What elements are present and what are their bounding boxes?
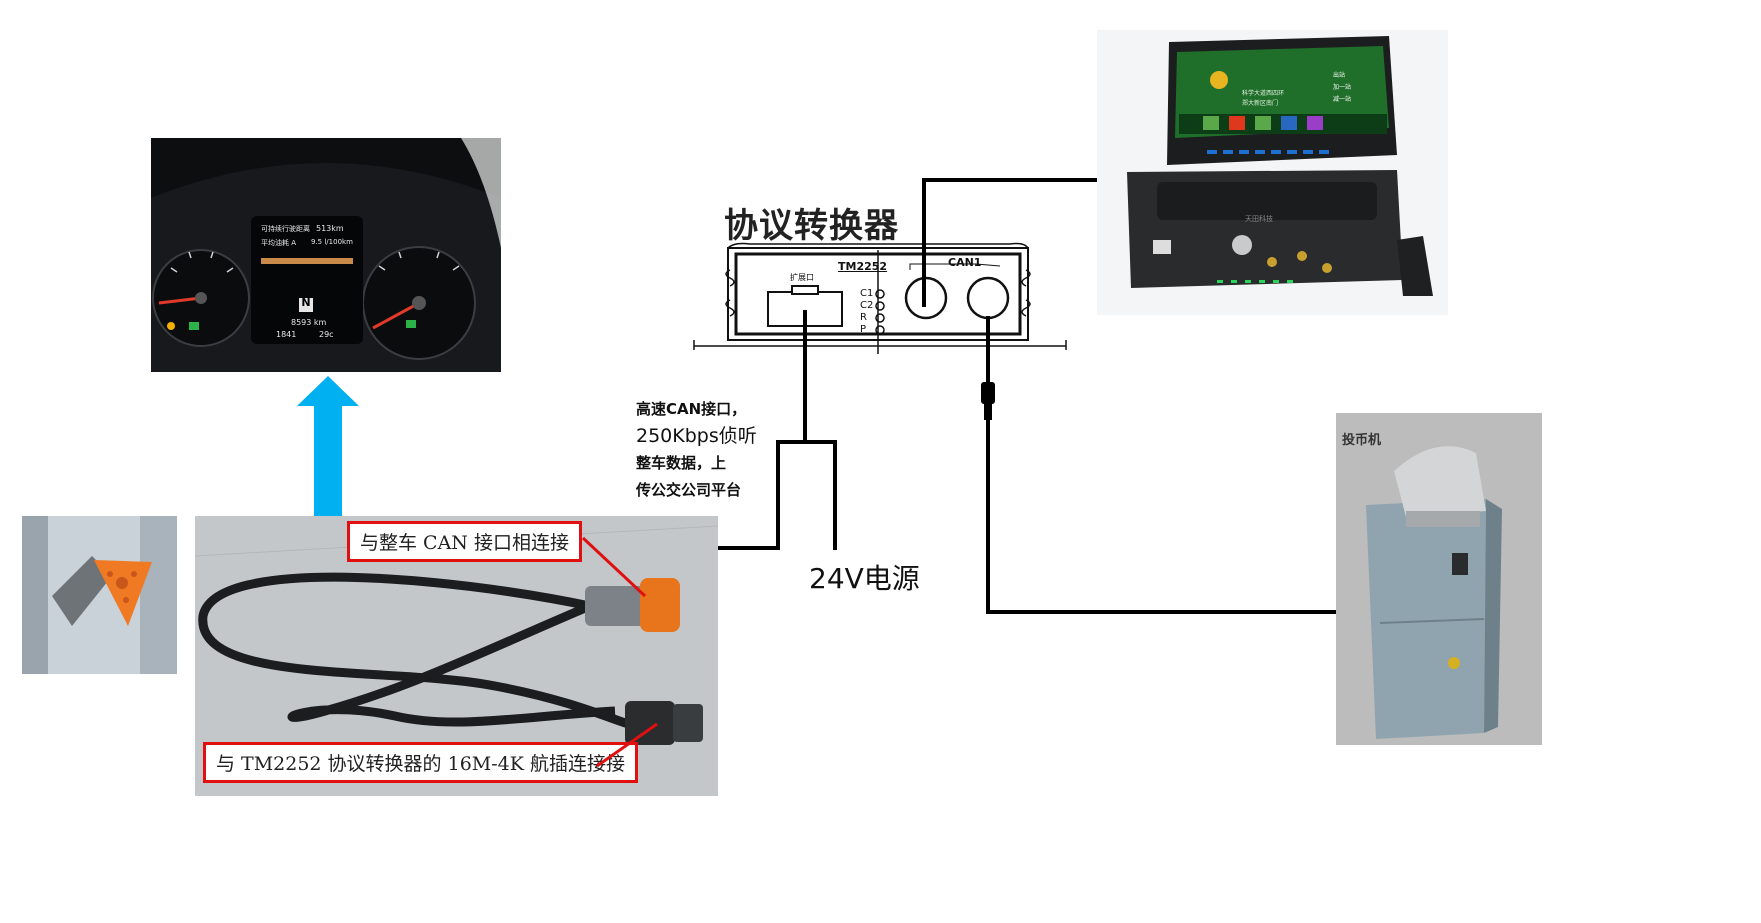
converter-led-label-4: P xyxy=(860,324,867,335)
converter-model-label: TM2252 xyxy=(838,260,888,273)
dashboard-gear: N xyxy=(301,296,311,309)
mdvr-screen-row-2: 郑大新区南门 xyxy=(1242,100,1279,107)
dashboard-odometer: 8593 km xyxy=(291,318,327,327)
connector-illustration xyxy=(22,516,177,674)
can-interface-note: 高速CAN接口， 250Kbps侦听 整车数据，上 传公交公司平台 xyxy=(636,396,757,504)
converter-led-label-1: C1 xyxy=(860,288,874,299)
dashboard-range-label: 可持续行驶距离 xyxy=(261,225,310,233)
dashboard-temp: 29c xyxy=(319,330,334,339)
power-label: 24V电源 xyxy=(809,562,920,595)
dashboard-fuel-value: 9.5 l/100km xyxy=(311,238,353,246)
up-arrow xyxy=(297,376,359,520)
dashboard-photo: 可持续行驶距离 513km 平均油耗 A 9.5 l/100km N 8593 … xyxy=(151,138,501,372)
can-note-line-3: 整车数据，上 xyxy=(636,454,727,472)
can-note-line-4: 传公交公司平台 xyxy=(636,481,742,499)
mdvr-button-add: 加一站 xyxy=(1333,84,1352,91)
mdvr-brand: 天田科技 xyxy=(1245,215,1273,223)
dashboard-illustration xyxy=(151,138,501,372)
connector-photo xyxy=(22,516,177,674)
cable-photo: 与整车 CAN 接口相连接 与 TM2252 协议转换器的 16M-4K 航插连… xyxy=(195,516,718,796)
cable-label-bottom: 与 TM2252 协议转换器的 16M-4K 航插连接接 xyxy=(203,742,638,783)
coin-machine-label: 投币机 xyxy=(1342,433,1382,448)
converter-led-label-2: C2 xyxy=(860,300,874,311)
coin-machine-photo: 投币机 xyxy=(1336,413,1542,745)
mdvr-illustration xyxy=(1097,30,1448,315)
converter-port-expand-label: 扩展口 xyxy=(790,273,814,282)
mdvr-screen-row-1: 科学大道西四环 xyxy=(1242,90,1285,97)
converter-title: 协议转换器 xyxy=(724,206,899,246)
dashboard-trip: 1841 xyxy=(276,330,297,339)
converter-drawing xyxy=(693,242,1067,354)
can-note-line-1: 高速CAN接口， xyxy=(636,400,747,418)
mdvr-button-sub: 减一站 xyxy=(1333,96,1352,103)
mdvr-button-out: 出站 xyxy=(1333,72,1346,79)
converter-can1-label: CAN1 xyxy=(948,256,982,269)
converter-led-label-3: R xyxy=(860,312,867,323)
cable-pointer-lines xyxy=(581,536,658,768)
can-note-line-2: 250Kbps侦听 xyxy=(636,425,757,447)
dashboard-range-value: 513km xyxy=(316,224,344,233)
dashboard-fuel-label: 平均油耗 A xyxy=(261,239,297,247)
coin-machine-illustration xyxy=(1336,413,1542,745)
mdvr-photo: 天田科技 科学大道西四环 郑大新区南门 出站 加一站 减一站 xyxy=(1097,30,1448,315)
cable-label-top: 与整车 CAN 接口相连接 xyxy=(347,521,582,562)
